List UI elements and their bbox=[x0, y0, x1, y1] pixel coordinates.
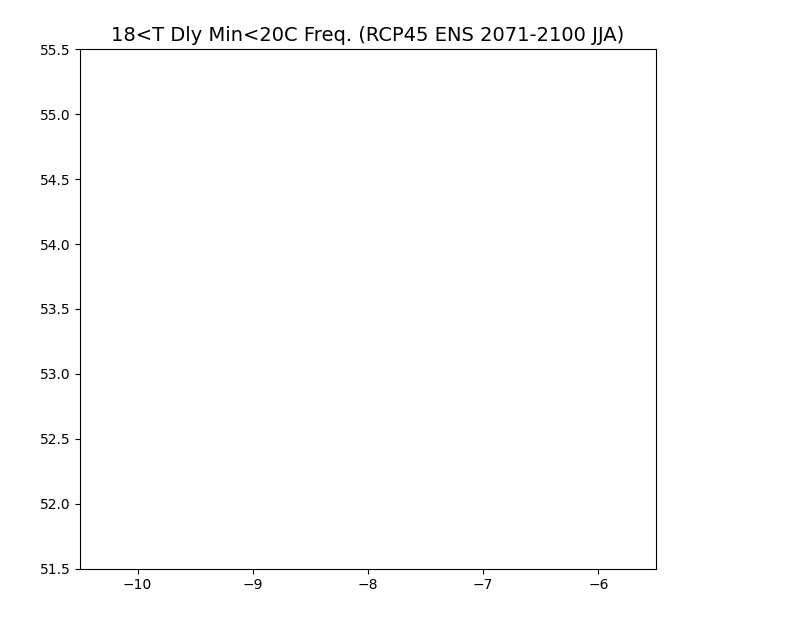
Title: 18<T Dly Min<20C Freq. (RCP45 ENS 2071-2100 JJA): 18<T Dly Min<20C Freq. (RCP45 ENS 2071-2… bbox=[111, 26, 625, 45]
